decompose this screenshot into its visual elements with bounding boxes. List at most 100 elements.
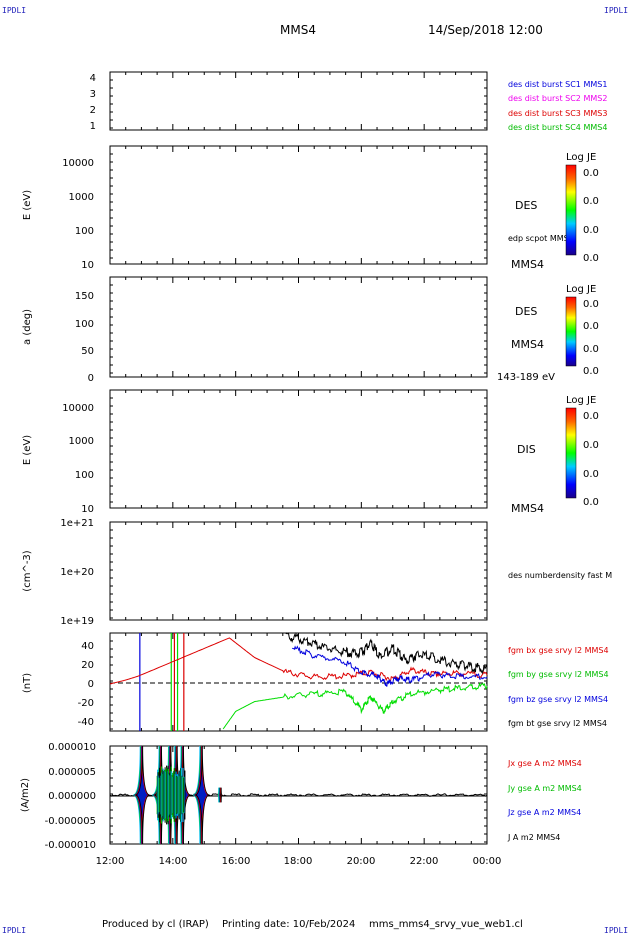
bfield-series-3: [285, 631, 488, 675]
current-spike: [135, 745, 150, 845]
x-tick-label: 20:00: [347, 856, 376, 867]
x-tick-label: 14:00: [159, 856, 188, 867]
p4-sc-label: MMS4: [511, 502, 544, 515]
p4-ytick: 10000: [62, 403, 94, 414]
p6-ytick: -40: [78, 717, 94, 728]
current-spike: [194, 745, 209, 845]
p3-colorbar-tick: 0.0: [583, 299, 599, 310]
p2-colorbar-tick: 0.0: [583, 253, 599, 264]
p7-legend-j: J A m2 MMS4: [507, 833, 560, 842]
p4-ytick: 1000: [69, 436, 94, 447]
p1-ytick: 1: [90, 121, 96, 132]
p4-ytick: 10: [81, 504, 94, 515]
p6-ytick: 40: [81, 641, 94, 652]
corner-mark-bottom-left: IPDLI: [2, 926, 27, 935]
x-tick-label: 18:00: [284, 856, 313, 867]
p1-ytick: 3: [90, 89, 96, 100]
p4-colorbar-tick: 0.0: [583, 497, 599, 508]
p5-ytick: 1e+21: [60, 518, 94, 529]
p3-colorbar-title: Log JE: [566, 284, 596, 295]
spacecraft-title: MMS4: [280, 23, 316, 37]
p2-sc-label: MMS4: [511, 258, 544, 271]
p6-ytick: 0: [88, 679, 94, 690]
p4-colorbar-tick: 0.0: [583, 411, 599, 422]
x-tick-label: 22:00: [410, 856, 439, 867]
p3-colorbar-tick: 0.0: [583, 366, 599, 377]
footer-produced: Produced by cl (IRAP): [102, 919, 209, 930]
p3-ylabel: a (deg): [22, 309, 33, 345]
p7-ytick: -0.000010: [45, 840, 96, 851]
p1-legend-mms1: des dist burst SC1 MMS1: [508, 80, 607, 89]
current-layer: [109, 745, 488, 845]
corner-mark-bottom-right: IPDLI: [604, 926, 629, 935]
p3-energy-range: 143-189 eV: [497, 372, 555, 383]
p6-legend-bt: fgm bt gse srvy l2 MMS4: [508, 719, 607, 728]
p5-ytick: 1e+19: [60, 616, 94, 627]
panel-dis-energy-frame: [109, 389, 488, 509]
p6-legend-by: fgm by gse srvy l2 MMS4: [508, 670, 609, 679]
current-spike: [219, 787, 223, 803]
p7-ylabel: (A/m2): [20, 778, 31, 812]
p2-ytick: 10: [81, 260, 94, 271]
p6-legend-bz: fgm bz gse srvy l2 MMS4: [508, 695, 608, 704]
x-tick-label: 16:00: [222, 856, 251, 867]
corner-mark-top-right: IPDLI: [604, 6, 629, 15]
p7-ytick: 0.000010: [48, 742, 96, 753]
p4-colorbar-title: Log JE: [566, 395, 596, 406]
p3-ytick: 0: [88, 373, 94, 384]
current-spike: [193, 745, 209, 845]
p1-ytick: 2: [90, 105, 96, 116]
axis-ticks: [109, 72, 488, 844]
current-spike: [134, 745, 149, 845]
p7-ytick: 0.000005: [48, 767, 96, 778]
p6-ytick: -20: [78, 698, 94, 709]
p4-ylabel: E (eV): [22, 435, 33, 465]
p2-species-label: DES: [515, 199, 537, 212]
p2-colorbar-title: Log JE: [566, 152, 596, 163]
p2-ytick: 10000: [62, 158, 94, 169]
p6-ytick: 20: [81, 660, 94, 671]
p3-ytick: 100: [75, 319, 94, 330]
x-tick-label: 00:00: [473, 856, 502, 867]
p1-legend-mms3: des dist burst SC3 MMS3: [508, 109, 607, 118]
p3-species-label: DES: [515, 305, 537, 318]
panel-density-frame: [109, 521, 488, 621]
p6-legend-bx: fgm bx gse srvy l2 MMS4: [508, 646, 609, 655]
p7-ytick: -0.000005: [45, 816, 96, 827]
p3-ytick: 150: [75, 291, 94, 302]
bfield-series-1: [222, 682, 488, 730]
p7-legend-jx: Jx gse A m2 MMS4: [507, 759, 582, 768]
p1-legend-mms4: des dist burst SC4 MMS4: [508, 123, 607, 132]
p2-colorbar-tick: 0.0: [583, 196, 599, 207]
p1-ytick: 4: [90, 73, 96, 84]
current-spike: [195, 745, 210, 845]
p2-ytick: 1000: [69, 192, 94, 203]
p7-ytick: 0.000000: [48, 791, 96, 802]
p4-colorbar-tick: 0.0: [583, 440, 599, 451]
p3-colorbar-tick: 0.0: [583, 344, 599, 355]
p7-legend-jy: Jy gse A m2 MMS4: [507, 784, 582, 793]
panel-des-energy-frame: [109, 145, 488, 265]
panel-des-pitch-frame: [109, 276, 488, 378]
p2-colorbar-tick: 0.0: [583, 225, 599, 236]
footer-filename: mms_mms4_srvy_vue_web1.cl: [369, 919, 523, 930]
p5-legend: des numberdensity fast M: [508, 571, 612, 580]
p2-ytick: 100: [75, 226, 94, 237]
p2-ylabel: E (eV): [22, 190, 33, 220]
p3-ytick: 50: [81, 346, 94, 357]
p3-sc-label: MMS4: [511, 338, 544, 351]
bfield-series-2: [292, 645, 488, 687]
p3-colorbar: Log JE 0.0 0.0 0.0 0.0: [565, 284, 599, 377]
p5-ytick: 1e+20: [60, 567, 94, 578]
p2-potential-label: edp scpot MMS4: [508, 234, 574, 243]
p5-ylabel: (cm^-3): [22, 550, 33, 591]
p4-colorbar: Log JE 0.0 0.0 0.0 0.0: [565, 395, 599, 508]
p7-legend-jz: Jz gse A m2 MMS4: [507, 808, 581, 817]
datetime-title: 14/Sep/2018 12:00: [428, 23, 543, 37]
footer-printing-date: Printing date: 10/Feb/2024: [222, 919, 356, 930]
p4-colorbar-tick: 0.0: [583, 469, 599, 480]
current-spike: [134, 745, 150, 845]
p2-colorbar-tick: 0.0: [583, 168, 599, 179]
p2-colorbar: Log JE 0.0 0.0 0.0 0.0: [565, 152, 599, 264]
